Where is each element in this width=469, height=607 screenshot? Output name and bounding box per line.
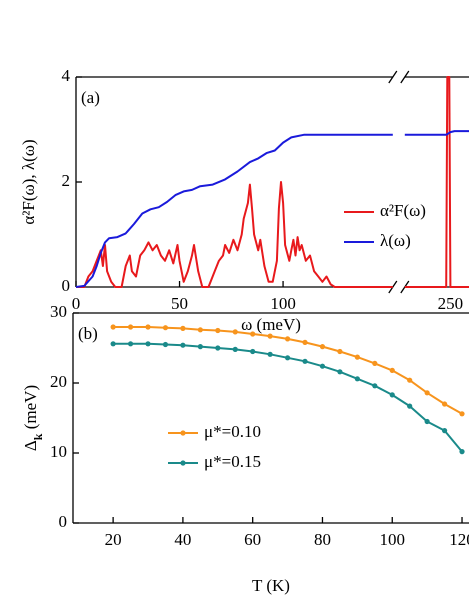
y-tick-label: 30: [50, 302, 67, 321]
data-point: [319, 344, 326, 350]
y-tick-label: 10: [50, 442, 67, 461]
y-tick-label: 2: [62, 171, 71, 190]
y-label-symbol: Δ: [21, 440, 40, 451]
data-point: [250, 331, 256, 337]
data-point: [389, 392, 395, 398]
x-tick-label: 250: [438, 294, 464, 313]
data-point: [424, 418, 430, 425]
data-point: [267, 333, 273, 339]
y-axis-label: α²F(ω), λ(ω): [19, 139, 38, 224]
data-line: [75, 130, 469, 288]
data-point: [110, 324, 116, 330]
data-point: [180, 342, 186, 348]
x-tick-label: 120: [449, 530, 469, 549]
legend-label: μ*=0.10: [204, 422, 261, 441]
data-line: [76, 76, 469, 288]
data-point: [372, 360, 378, 366]
data-point: [180, 325, 186, 331]
data-point: [319, 363, 326, 369]
data-point: [110, 341, 116, 347]
data-point: [302, 358, 308, 364]
data-point: [267, 351, 273, 357]
data-point: [284, 355, 291, 361]
data-point: [197, 327, 203, 333]
axis-break: [400, 70, 410, 84]
data-point: [441, 428, 448, 434]
y-tick-label: 4: [62, 66, 71, 85]
legend-label: α²F(ω): [380, 201, 426, 220]
axis-break: [388, 280, 398, 294]
axis-break: [388, 70, 398, 84]
data-point: [127, 324, 134, 330]
data-point: [284, 336, 291, 342]
data-point: [250, 348, 256, 355]
data-point: [232, 346, 238, 352]
data-point: [162, 341, 169, 348]
data-point: [232, 329, 238, 335]
data-point: [337, 369, 343, 375]
data-point: [197, 344, 203, 350]
data-point: [127, 341, 134, 347]
data-point: [459, 411, 465, 417]
x-tick-label: 100: [379, 530, 405, 549]
legend-marker: [180, 460, 186, 466]
data-point: [162, 325, 169, 331]
data-point: [145, 341, 151, 347]
y-label-unit: (meV): [21, 385, 40, 434]
y-tick-label: 0: [62, 276, 71, 295]
data-point: [407, 403, 413, 409]
y-label-subscript: k: [31, 433, 45, 440]
legend-label: μ*=0.15: [204, 452, 261, 471]
x-axis-label: ω (meV): [241, 315, 301, 334]
x-tick-label: 50: [171, 294, 188, 313]
data-point: [215, 345, 221, 351]
data-point: [389, 367, 395, 373]
data-point: [215, 327, 221, 334]
data-point: [372, 383, 378, 389]
data-point: [407, 377, 413, 383]
y-tick-label: 20: [50, 372, 67, 391]
data-point: [337, 348, 343, 355]
panel-label: (b): [78, 324, 98, 343]
x-tick-label: 0: [72, 294, 81, 313]
data-point: [145, 324, 151, 330]
x-axis-label: T (K): [252, 576, 290, 595]
data-point: [441, 401, 448, 407]
data-point: [354, 354, 360, 360]
legend-label: λ(ω): [380, 231, 411, 250]
y-axis-label: Δk (meV): [21, 385, 45, 451]
y-tick-label: 0: [59, 512, 68, 531]
panel-label: (a): [81, 88, 100, 107]
x-tick-label: 40: [174, 530, 191, 549]
data-point: [354, 376, 360, 382]
x-tick-label: 100: [270, 294, 296, 313]
x-tick-label: 20: [105, 530, 122, 549]
data-point: [459, 449, 465, 455]
x-tick-label: 60: [244, 530, 261, 549]
data-point: [424, 390, 430, 396]
x-tick-label: 80: [314, 530, 331, 549]
legend-marker: [180, 430, 186, 436]
data-point: [302, 339, 308, 345]
